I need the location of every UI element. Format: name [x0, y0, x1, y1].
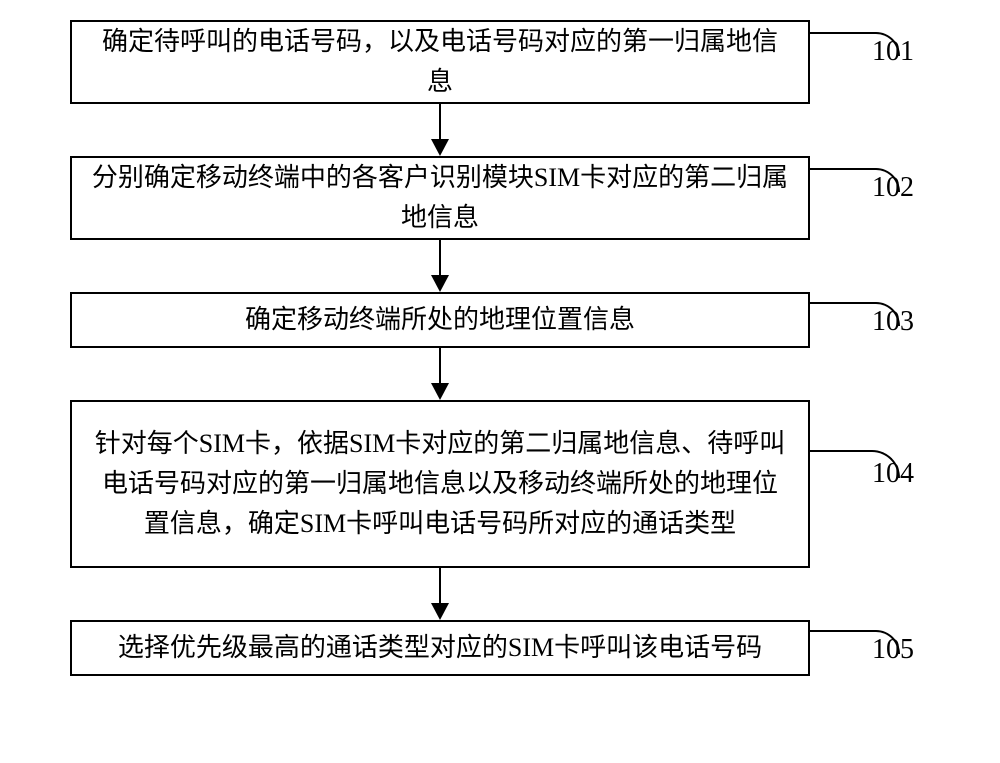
arrow-head-icon [431, 603, 449, 620]
step-box-105: 选择优先级最高的通话类型对应的SIM卡呼叫该电话号码 [70, 620, 810, 676]
arrow-head-icon [431, 275, 449, 292]
step-label-104: 104 [872, 458, 914, 490]
step-label-105: 105 [872, 634, 914, 666]
arrow-line [439, 104, 442, 140]
step-box-102: 分别确定移动终端中的各客户识别模块SIM卡对应的第二归属地信息 [70, 156, 810, 240]
arrow-down [70, 568, 810, 620]
label-wrap-105: 105 [810, 620, 930, 676]
arrow-head-icon [431, 139, 449, 156]
step-box-104: 针对每个SIM卡，依据SIM卡对应的第二归属地信息、待呼叫电话号码对应的第一归属… [70, 400, 810, 568]
step-text: 分别确定移动终端中的各客户识别模块SIM卡对应的第二归属地信息 [90, 158, 790, 239]
flowchart-container: 确定待呼叫的电话号码，以及电话号码对应的第一归属地信息 101 分别确定移动终端中的… [70, 20, 930, 676]
arrow-line [439, 348, 442, 384]
label-wrap-104: 104 [810, 400, 930, 568]
arrow-head-icon [431, 383, 449, 400]
step-row-105: 选择优先级最高的通话类型对应的SIM卡呼叫该电话号码 105 [70, 620, 930, 676]
step-label-103: 103 [872, 306, 914, 338]
step-row-104: 针对每个SIM卡，依据SIM卡对应的第二归属地信息、待呼叫电话号码对应的第一归属… [70, 400, 930, 568]
step-label-102: 102 [872, 172, 914, 204]
arrow-line [439, 568, 442, 604]
step-label-101: 101 [872, 36, 914, 68]
step-row-102: 分别确定移动终端中的各客户识别模块SIM卡对应的第二归属地信息 102 [70, 156, 930, 240]
label-wrap-101: 101 [810, 20, 930, 104]
step-text: 确定移动终端所处的地理位置信息 [245, 300, 635, 340]
label-wrap-102: 102 [810, 156, 930, 240]
label-wrap-103: 103 [810, 292, 930, 348]
step-box-101: 确定待呼叫的电话号码，以及电话号码对应的第一归属地信息 [70, 20, 810, 104]
arrow-line [439, 240, 442, 276]
arrow-down [70, 240, 810, 292]
step-text: 确定待呼叫的电话号码，以及电话号码对应的第一归属地信息 [90, 22, 790, 103]
step-row-103: 确定移动终端所处的地理位置信息 103 [70, 292, 930, 348]
step-row-101: 确定待呼叫的电话号码，以及电话号码对应的第一归属地信息 101 [70, 20, 930, 104]
arrow-down [70, 104, 810, 156]
arrow-down [70, 348, 810, 400]
step-box-103: 确定移动终端所处的地理位置信息 [70, 292, 810, 348]
step-text: 针对每个SIM卡，依据SIM卡对应的第二归属地信息、待呼叫电话号码对应的第一归属… [90, 424, 790, 545]
step-text: 选择优先级最高的通话类型对应的SIM卡呼叫该电话号码 [118, 628, 762, 668]
